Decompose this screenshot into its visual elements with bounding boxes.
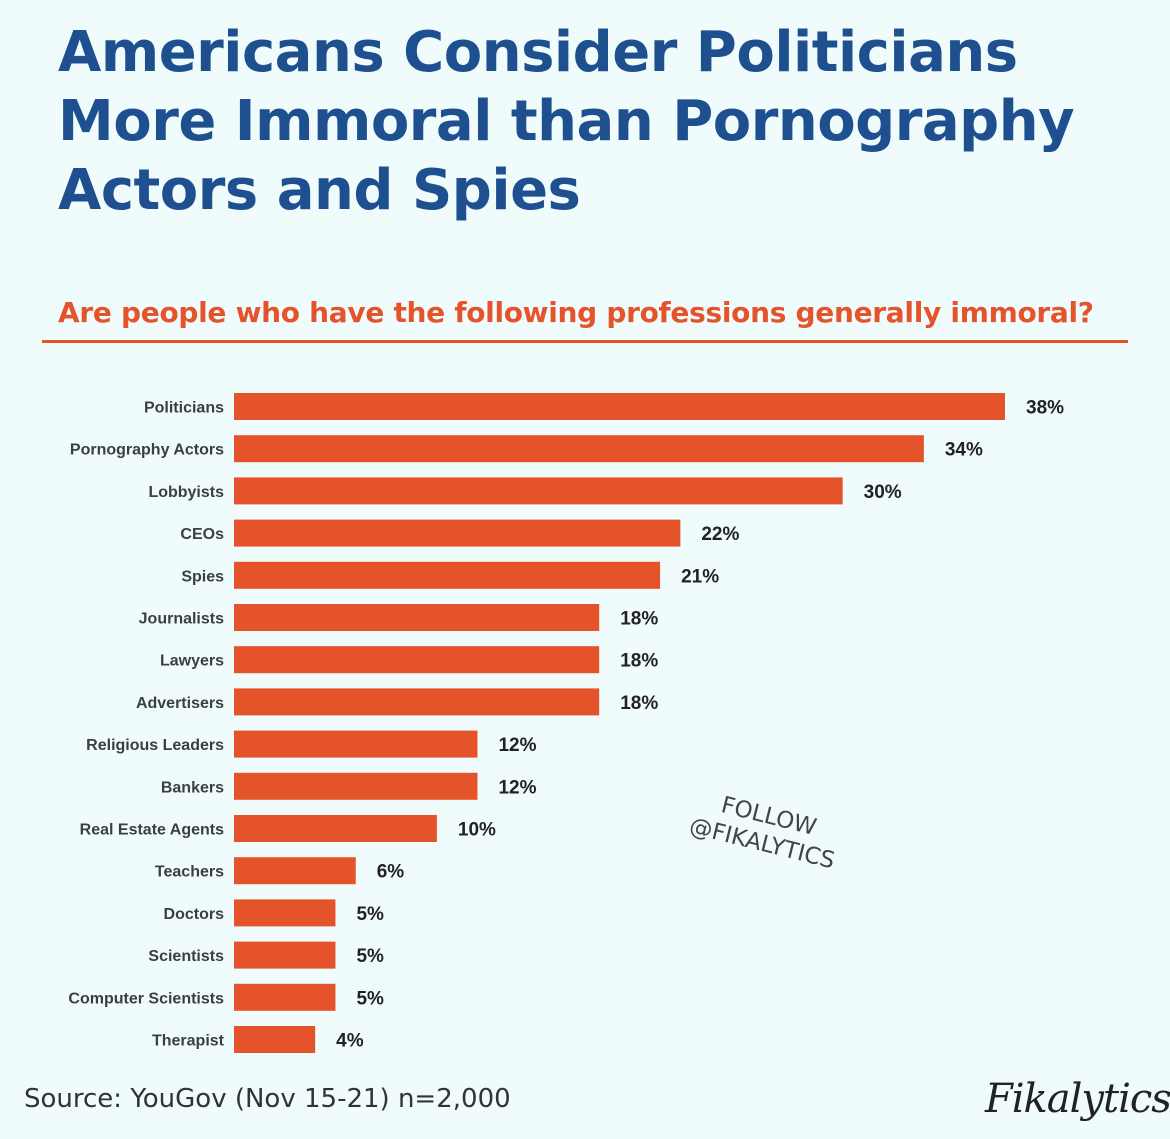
brand-logo: Fikalytics — [985, 1076, 1170, 1122]
category-label: Journalists — [139, 611, 224, 628]
value-label: 34% — [945, 440, 983, 461]
value-label: 6% — [377, 862, 405, 883]
bar — [234, 477, 843, 505]
source-note: Source: YouGov (Nov 15-21) n=2,000 — [24, 1084, 511, 1114]
category-label: Computer Scientists — [68, 990, 224, 1007]
value-label: 12% — [498, 777, 536, 798]
value-label: 30% — [864, 482, 902, 503]
bar — [234, 941, 336, 969]
chart-title: Americans Consider Politicians More Immo… — [58, 20, 1075, 223]
bar — [234, 815, 437, 842]
bar — [234, 730, 478, 758]
bar — [234, 983, 336, 1011]
category-label: Religious Leaders — [86, 737, 224, 754]
bar — [234, 435, 924, 463]
bar — [234, 393, 1005, 420]
value-label: 18% — [620, 651, 658, 672]
value-label: 21% — [681, 566, 719, 587]
category-label: Pornography Actors — [70, 442, 224, 459]
category-label: Scientists — [148, 948, 224, 965]
value-label: 22% — [701, 524, 739, 545]
value-label: 18% — [620, 609, 658, 630]
value-label: 38% — [1026, 398, 1064, 419]
chart-subtitle: Are people who have the following profes… — [58, 296, 1094, 329]
value-label: 5% — [356, 904, 384, 925]
category-label: Teachers — [155, 864, 224, 881]
category-label: Politicians — [144, 400, 224, 417]
subtitle-divider — [42, 340, 1128, 343]
value-label: 5% — [356, 988, 384, 1009]
bar — [234, 561, 661, 589]
bar — [234, 772, 478, 800]
category-label: Spies — [181, 568, 224, 585]
category-label: Lobbyists — [148, 484, 224, 501]
bar — [234, 857, 356, 885]
value-label: 5% — [356, 946, 384, 967]
category-label: Lawyers — [160, 653, 224, 670]
bar — [234, 899, 336, 927]
value-label: 18% — [620, 693, 658, 714]
category-label: Real Estate Agents — [80, 822, 224, 839]
value-label: 12% — [498, 735, 536, 756]
bar — [234, 604, 600, 631]
bar — [234, 646, 600, 674]
category-label: Bankers — [161, 779, 224, 796]
bar — [234, 1026, 316, 1053]
bar — [234, 519, 681, 547]
bar — [234, 688, 600, 716]
value-label: 4% — [336, 1031, 364, 1052]
value-label: 10% — [458, 820, 496, 841]
category-label: Advertisers — [136, 695, 224, 712]
category-label: Therapist — [152, 1033, 225, 1050]
category-label: Doctors — [164, 906, 225, 923]
category-label: CEOs — [180, 526, 224, 543]
